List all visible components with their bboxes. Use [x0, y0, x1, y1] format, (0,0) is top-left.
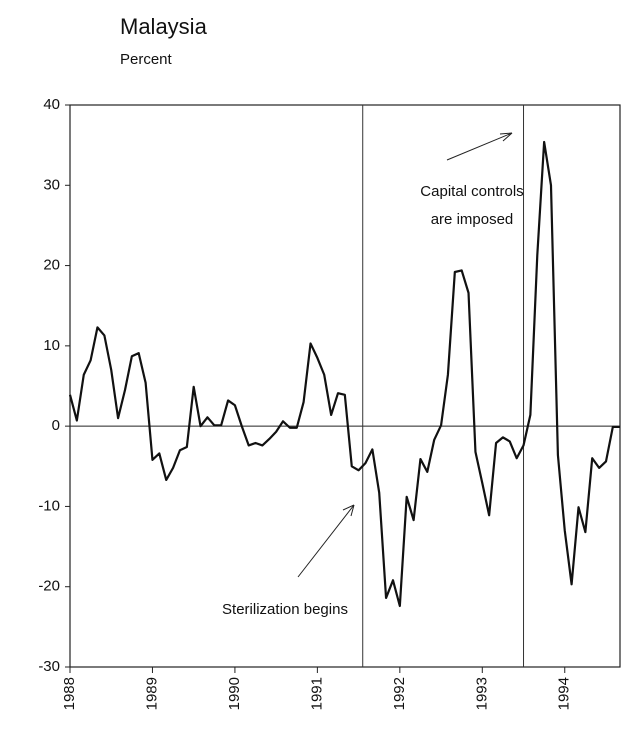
y-tick-label: -10 [38, 497, 60, 514]
annotation: Capital controls [420, 183, 523, 200]
arrow-head [499, 132, 513, 142]
annotation: are imposed [431, 211, 514, 228]
chart-title: Malaysia [120, 14, 208, 39]
arrow [446, 132, 513, 161]
y-tick-label: 0 [52, 417, 60, 434]
y-tick-label: 30 [43, 176, 60, 193]
plot-frame [69, 104, 621, 668]
annotation: Sterilization begins [222, 601, 348, 618]
arrow-head [342, 504, 355, 517]
chart-subtitle: Percent [120, 51, 173, 68]
x-tick-label: 1990 [226, 677, 243, 710]
y-tick-label: -30 [38, 658, 60, 675]
y-tick-label: 20 [43, 257, 60, 274]
x-tick-label: 1988 [61, 677, 78, 710]
x-tick-label: 1989 [143, 677, 160, 710]
x-tick-label: 1994 [556, 677, 573, 710]
line-series [68, 140, 620, 608]
y-tick-label: 40 [43, 96, 60, 113]
y-tick-label: -20 [38, 578, 60, 595]
arrow [297, 504, 355, 578]
y-tick-label: 10 [43, 337, 60, 354]
x-tick-label: 1992 [391, 677, 408, 710]
x-tick-label: 1991 [308, 677, 325, 710]
x-tick-label: 1993 [473, 677, 490, 710]
